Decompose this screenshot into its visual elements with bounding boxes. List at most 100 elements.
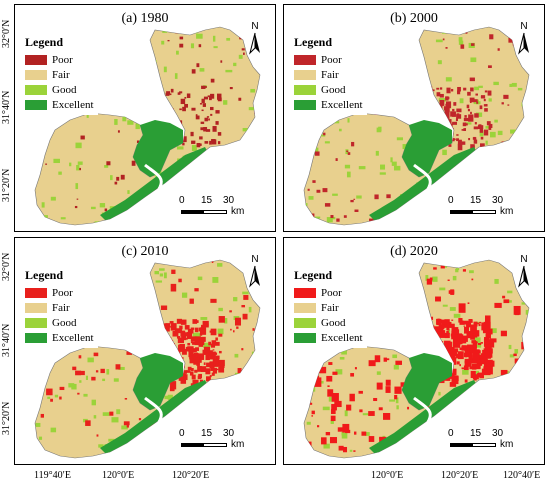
good-patch [110,175,113,181]
poor-patch [186,93,191,99]
poor-patch [521,341,529,350]
good-patch [490,131,496,138]
good-patch [113,378,119,382]
poor-patch [314,151,320,156]
river [144,163,176,205]
poor-patch [332,371,338,375]
poor-patch [185,346,191,352]
poor-patch [395,360,403,365]
poor-patch [160,305,168,310]
poor-patch [196,142,201,148]
good-patch [328,396,333,402]
poor-patch [508,37,513,43]
poor-patch [201,85,206,89]
poor-patch [192,319,198,324]
poor-patch [194,336,201,346]
good-patch [163,66,167,73]
poor-patch [471,278,474,281]
poor-patch [179,344,185,350]
river [413,396,445,438]
poor-patch [455,334,463,345]
poor-patch [198,327,203,332]
legend-item: Excellent [25,330,94,345]
poor-patch [317,425,320,428]
poor-patch [456,183,460,188]
poor-patch [484,108,488,112]
poor-patch [420,331,423,335]
good-patch [68,383,75,388]
poor-patch [255,338,260,344]
good-patch [379,285,383,288]
poor-patch [72,366,77,371]
poor-patch [438,120,441,123]
good-patch [101,63,107,68]
poor-patch [330,215,334,219]
poor-patch [464,379,468,383]
poor-patch [164,340,171,346]
north-arrow-icon: N [514,254,534,288]
poor-patch [429,316,434,320]
good-patch [462,369,469,375]
poor-patch [448,423,452,427]
poor-patch [150,342,156,349]
poor-patch [196,320,199,323]
poor-patch [184,325,190,330]
good-patch [455,268,459,273]
poor-patch [473,139,478,144]
poor-patch [464,174,468,178]
poor-patch [244,411,250,419]
poor-patch [477,373,480,376]
poor-patch [469,361,472,364]
legend-item: Good [25,82,94,97]
latitude-label: 31°40′N [1,323,12,357]
poor-patch [486,363,492,370]
good-patch [132,78,136,83]
poor-patch [211,372,215,376]
poor-patch [181,335,187,341]
poor-patch [169,326,172,328]
poor-patch [158,329,164,337]
poor-patch [330,415,336,422]
good-patch [225,69,233,73]
excellent-shore [402,353,452,410]
poor-patch [151,88,154,90]
poor-patch [463,87,467,91]
scale-segment [450,210,472,214]
good-patch [310,387,316,392]
poor-patch [450,333,455,337]
good-patch [250,88,256,93]
poor-patch [191,107,196,111]
poor-patch [191,368,194,372]
poor-patch [472,342,477,349]
good-patch [339,128,342,132]
poor-patch [189,355,194,360]
poor-patch [128,346,135,352]
poor-patch [369,226,374,232]
good-patch [420,84,423,89]
poor-patch [471,363,477,370]
poor-patch [421,108,427,112]
poor-patch [444,332,450,339]
poor-patch [423,329,428,334]
poor-patch [213,410,220,418]
poor-patch [237,368,242,374]
good-patch [331,216,336,220]
good-patch [163,272,167,279]
legend-item: Fair [294,300,363,315]
good-patch [511,82,517,87]
poor-patch [422,334,426,340]
poor-patch [38,386,42,391]
poor-patch [466,322,472,328]
poor-patch [199,359,202,363]
poor-patch [469,97,475,103]
poor-patch [134,207,139,212]
poor-patch [488,339,495,348]
poor-patch [215,355,220,360]
poor-patch [470,144,475,150]
good-patch [43,460,48,464]
poor-patch [137,260,144,269]
good-patch [55,353,63,359]
poor-patch [464,326,469,334]
good-patch [69,162,72,167]
poor-patch [319,366,327,374]
